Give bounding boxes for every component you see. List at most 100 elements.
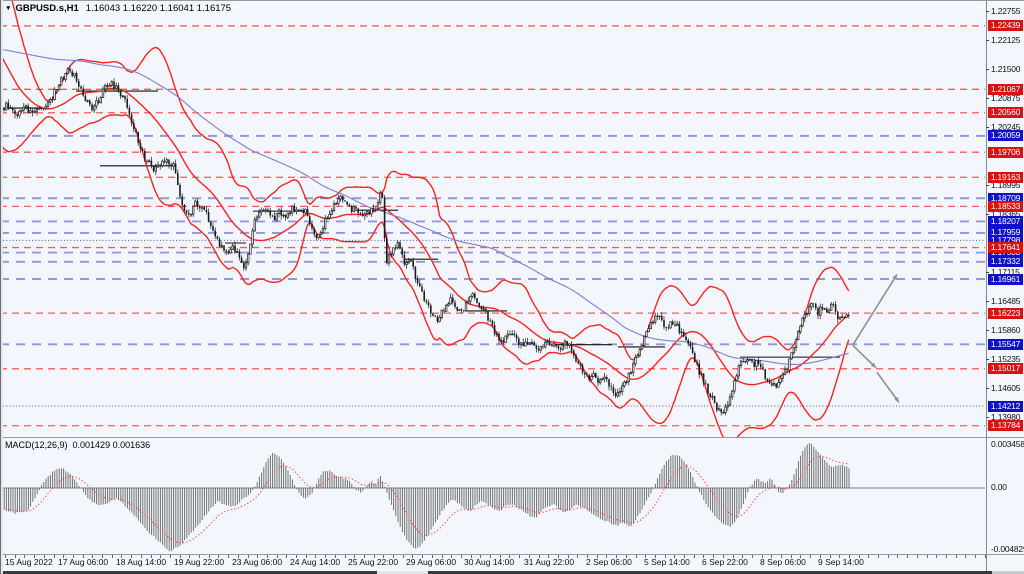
time-axis-tick	[63, 555, 65, 558]
price-level-badge-blue: 1.14212	[988, 400, 1023, 412]
macd-scale-bottom: -0.004829	[991, 544, 1024, 554]
price-axis-tick	[986, 127, 989, 129]
macd-scale-zero: 0.00	[991, 482, 1007, 492]
time-axis-label: 15 Aug 2022	[5, 557, 53, 567]
time-axis-tick	[664, 555, 666, 558]
time-axis-tick	[305, 555, 307, 558]
chart-title-row[interactable]: ▼ GBPUSD.s,H1 1.16043 1.16220 1.16041 1.16…	[5, 3, 231, 14]
time-axis-tick	[470, 555, 472, 558]
time-axis-label: 23 Aug 06:00	[232, 557, 283, 567]
time-axis-tick	[519, 555, 521, 558]
time-axis-tick	[945, 555, 947, 558]
time-axis-tick	[616, 555, 618, 558]
price-axis-label: 1.22755	[991, 6, 1021, 17]
price-axis-tick	[986, 11, 989, 13]
time-axis-tick	[5, 555, 6, 558]
time-axis-tick	[383, 555, 385, 558]
time-axis-tick	[654, 555, 656, 558]
time-axis-tick	[189, 555, 191, 558]
time-axis-tick	[344, 555, 346, 558]
bottom-strip-notch	[377, 571, 428, 574]
price-level-badge-red: 1.19163	[988, 171, 1023, 183]
time-axis-tick	[761, 555, 763, 558]
time-axis-tick	[247, 555, 249, 558]
time-axis-tick	[548, 555, 550, 558]
time-axis-tick	[771, 555, 773, 558]
macd-indicator-label: MACD(12,26,9)	[5, 440, 68, 450]
macd-values-label: 0.001429 0.001636	[72, 440, 151, 450]
price-level-badge-blue: 1.17332	[988, 256, 1023, 268]
time-axis-tick	[509, 555, 511, 558]
time-axis-tick	[412, 555, 414, 558]
bottom-window-strip	[0, 571, 1024, 574]
time-axis-label: 24 Aug 14:00	[290, 557, 341, 567]
time-axis-tick	[645, 555, 647, 558]
price-level-badge-blue: 1.15547	[988, 338, 1023, 350]
price-axis-tick	[986, 358, 989, 360]
time-axis-tick	[800, 555, 802, 558]
price-chart-canvas[interactable]	[0, 0, 986, 437]
time-axis-tick	[24, 555, 26, 558]
time-axis-tick	[53, 555, 55, 558]
macd-axis: 0.003458 0.00 -0.004829	[987, 0, 1024, 571]
time-axis-tick	[14, 555, 16, 558]
time-axis-tick	[402, 555, 404, 558]
macd-indicator-canvas[interactable]	[0, 438, 986, 555]
time-axis-tick	[538, 555, 540, 558]
panel-separator[interactable]	[0, 437, 1024, 438]
time-axis-tick	[140, 555, 142, 558]
time-axis-tick	[218, 555, 220, 558]
time-axis-label: 9 Sep 14:00	[818, 557, 864, 567]
macd-scale-top: 0.003458	[991, 439, 1024, 449]
time-axis-tick	[703, 555, 705, 558]
time-axis-tick	[499, 555, 501, 558]
time-axis-tick	[150, 555, 152, 558]
time-axis-tick	[635, 555, 637, 558]
time-axis-tick	[926, 555, 928, 558]
price-level-badge-blue: 1.18709	[988, 192, 1023, 204]
time-axis-tick	[296, 555, 297, 558]
price-axis-border	[986, 0, 987, 571]
time-axis-tick	[839, 555, 841, 558]
price-level-badge-blue: 1.17959	[988, 227, 1023, 239]
price-level-badge-red: 1.19706	[988, 146, 1023, 158]
time-axis-tick	[722, 555, 724, 558]
price-axis-label: 1.18365	[991, 209, 1021, 220]
price-axis-tick	[986, 69, 989, 71]
time-axis-tick	[480, 555, 482, 558]
price-level-badge-red: 1.13784	[988, 420, 1023, 432]
time-axis-tick	[111, 555, 113, 558]
time-axis-tick	[577, 555, 579, 558]
price-level-badge-red: 1.16223	[988, 307, 1023, 319]
time-axis-tick	[742, 555, 744, 558]
time-axis-label: 18 Aug 14:00	[116, 557, 167, 567]
time-axis-label: 2 Sep 06:00	[586, 557, 632, 567]
time-axis-tick	[975, 555, 976, 558]
time-axis-label: 6 Sep 22:00	[702, 557, 748, 567]
macd-label-row: MACD(12,26,9) 0.001429 0.001636	[5, 440, 150, 450]
price-axis-tick	[986, 40, 989, 42]
price-level-badge-red: 1.18533	[988, 200, 1023, 212]
time-axis-tick	[43, 555, 45, 558]
time-axis-tick	[868, 555, 870, 558]
price-axis[interactable]: 1.22755 1.22125 1.21500 1.20875 1.20245 1.189…	[987, 0, 1024, 571]
time-axis-tick	[887, 555, 889, 558]
time-axis-tick	[179, 555, 181, 558]
price-level-badge-blue: 1.16961	[988, 273, 1023, 285]
price-axis-tick	[986, 300, 989, 302]
time-axis-label: 30 Aug 14:00	[464, 557, 515, 567]
time-axis-tick	[334, 555, 336, 558]
time-axis-tick	[121, 555, 123, 558]
window-frame-left-inner	[1, 0, 3, 574]
time-axis-tick	[684, 555, 685, 558]
time-axis-tick	[955, 555, 957, 558]
time-axis-tick	[208, 555, 210, 558]
time-axis[interactable]: 15 Aug 2022 17 Aug 06:00 18 Aug 14:00 19 Au…	[0, 555, 1024, 571]
time-axis-tick	[393, 555, 394, 558]
time-axis-label: 29 Aug 06:00	[406, 557, 457, 567]
time-axis-tick	[587, 555, 588, 558]
time-axis-tick	[373, 555, 375, 558]
price-axis-label: 1.16485	[991, 295, 1021, 306]
time-axis-tick	[781, 555, 782, 558]
chart-dropdown-icon[interactable]: ▼	[5, 4, 12, 12]
